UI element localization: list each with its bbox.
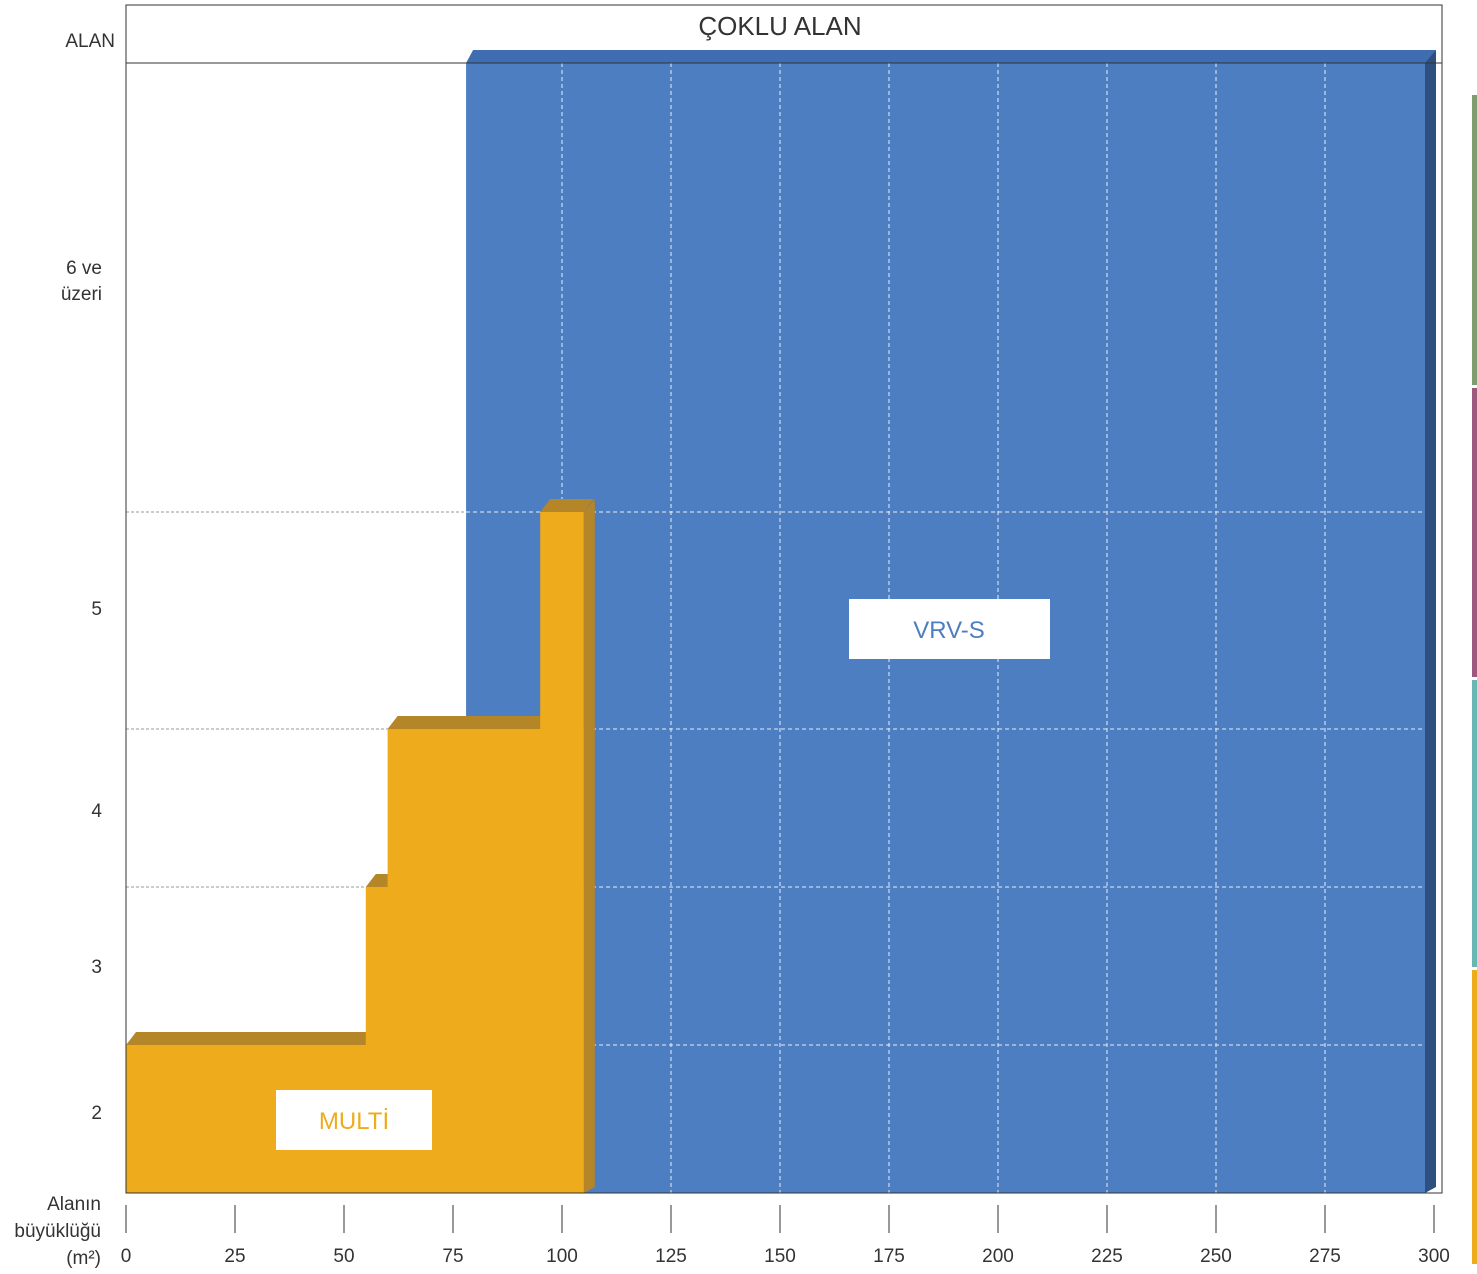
vrv-s-label-box [849,599,1050,659]
chart-header: ALAN ÇOKLU ALAN [65,11,861,52]
multi-step-top-1 [126,1032,376,1045]
series-labels: VRV-S MULTİ [276,599,1050,1150]
x-tick-label-50: 50 [333,1246,354,1267]
y-row-label-2: 2 [91,1103,102,1124]
vrv-s-top-face [466,50,1437,63]
chart-frame [125,4,1443,1194]
multi-step-top-3 [387,716,551,729]
x-tick-label-250: 250 [1200,1246,1232,1267]
x-tick-label-125: 125 [655,1246,687,1267]
multi-step-top-4 [540,499,594,512]
multi-side-face [583,499,595,1193]
x-tick-label-0: 0 [121,1246,132,1267]
x-tick-label-300: 300 [1418,1246,1450,1267]
x-tick-label-275: 275 [1309,1246,1341,1267]
x-tick-label-150: 150 [764,1246,796,1267]
side-strip-4 [1472,970,1477,1264]
x-axis-label: Alanın [47,1194,101,1215]
x-tick-label-175: 175 [873,1246,905,1267]
y-row-label-6: üzeri [61,284,102,305]
x-tick-label-25: 25 [224,1246,245,1267]
vrv-s-side-face [1425,50,1436,1193]
x-tick-label-225: 225 [1091,1246,1123,1267]
x-tick-label-200: 200 [982,1246,1014,1267]
y-row-label-3: 3 [91,957,102,978]
x-axis-label: (m²) [66,1248,101,1269]
y-row-label-6: 6 ve [66,258,102,279]
multi-label-box [276,1090,432,1150]
chart-title: ÇOKLU ALAN [698,11,861,41]
side-strip-2 [1472,388,1477,677]
side-color-strips [1472,95,1477,1264]
header-left-label: ALAN [65,31,115,52]
x-tick-label-100: 100 [546,1246,578,1267]
y-row-label-5: 5 [91,599,102,620]
side-strip-1 [1472,95,1477,385]
y-row-label-4: 4 [91,801,102,822]
multi-step-4 [540,512,584,1193]
x-axis-label: büyüklüğü [14,1221,101,1242]
multi-label: MULTİ [319,1108,389,1135]
y-axis-labels: 2 3 4 5 6 ve üzeri [61,258,103,1124]
x-tick-label-75: 75 [442,1246,463,1267]
vrv-s-label: VRV-S [913,617,985,644]
side-strip-3 [1472,680,1477,967]
x-axis: 0 25 50 75 100 125 150 175 200 225 250 275 300 Alanın… [14,1194,1449,1269]
frame-border [125,4,1443,1194]
